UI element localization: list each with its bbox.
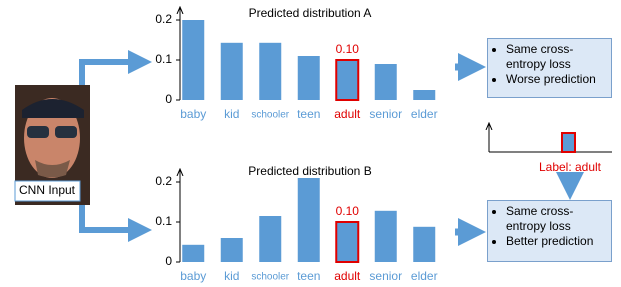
x-tick-label: baby — [180, 107, 206, 121]
box-item: Worse prediction — [506, 72, 607, 87]
x-tick-label: senior — [369, 269, 402, 283]
bar — [182, 245, 204, 262]
bar — [413, 90, 435, 100]
y-tick-label: 0 — [165, 254, 172, 268]
value-label: 0.10 — [336, 42, 360, 56]
x-tick-label: elder — [411, 269, 438, 283]
x-tick-label: adult — [334, 107, 361, 121]
label-text: Label: adult — [539, 160, 602, 174]
bar — [336, 60, 358, 100]
x-tick-label: adult — [334, 269, 361, 283]
x-tick-label: elder — [411, 107, 438, 121]
bar — [259, 43, 281, 100]
bar — [298, 178, 320, 262]
x-tick-label: schooler — [251, 272, 289, 283]
x-tick-label: schooler — [251, 110, 289, 121]
bar — [336, 222, 358, 262]
y-tick-label: 0.1 — [155, 52, 172, 66]
bar — [298, 56, 320, 100]
info-box: Same cross-entropy lossWorse prediction — [487, 38, 612, 98]
info-box: Same cross-entropy lossBetter prediction — [487, 200, 612, 262]
x-tick-label: baby — [180, 269, 206, 283]
bar — [221, 238, 243, 262]
bar — [413, 227, 435, 262]
x-tick-label: teen — [297, 269, 320, 283]
box-item: Better prediction — [506, 234, 607, 249]
y-tick-label: 0.1 — [155, 214, 172, 228]
input-label: CNN Input — [19, 183, 76, 197]
box-item: Same cross-entropy loss — [506, 204, 607, 234]
bar — [259, 216, 281, 262]
y-tick-label: 0.2 — [155, 12, 172, 26]
x-tick-label: kid — [224, 107, 239, 121]
x-tick-label: senior — [369, 107, 402, 121]
arrow — [82, 205, 140, 230]
y-tick-label: 0.2 — [155, 174, 172, 188]
chart-title: Predicted distribution A — [249, 6, 372, 20]
value-label: 0.10 — [336, 204, 360, 218]
bar — [375, 64, 397, 100]
arrow — [82, 62, 140, 85]
y-tick-label: 0 — [165, 92, 172, 106]
x-tick-label: teen — [297, 107, 320, 121]
box-item: Same cross-entropy loss — [506, 42, 607, 72]
bar — [375, 211, 397, 262]
label-bar — [562, 133, 575, 152]
bar — [221, 43, 243, 100]
chart-title: Predicted distribution B — [248, 164, 371, 178]
x-tick-label: kid — [224, 269, 239, 283]
bar — [182, 20, 204, 100]
figure: CNN Input Label: adult Predicted distrib… — [0, 0, 621, 287]
